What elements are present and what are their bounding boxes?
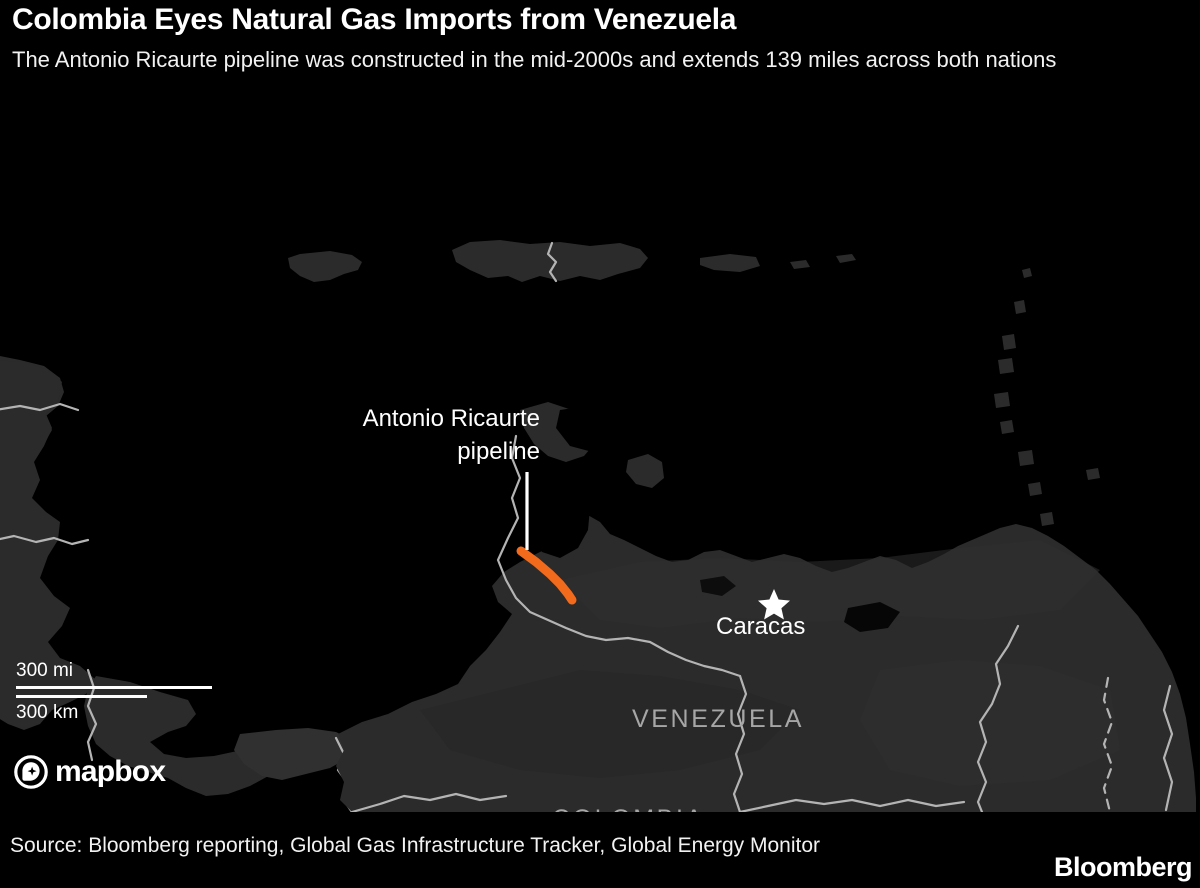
border-honduras-nicaragua <box>0 402 80 412</box>
page-title: Colombia Eyes Natural Gas Imports from V… <box>12 3 737 36</box>
mapbox-logo-icon <box>14 755 48 789</box>
island-jamaica <box>288 251 362 282</box>
border-venezuela-guyana <box>976 624 1020 812</box>
page-subtitle: The Antonio Ricaurte pipeline was constr… <box>12 47 1057 72</box>
lake-maracaibo <box>530 482 590 558</box>
island-islet-b <box>836 254 856 263</box>
peninsula-paraguana <box>626 454 664 488</box>
map-canvas[interactable]: .land { fill: #2b2b2b; } .land2 { fill: … <box>0 110 1200 812</box>
central-america <box>0 356 356 812</box>
caribbean-islands <box>288 240 856 283</box>
landmass-panama-east <box>234 728 356 780</box>
scalebar-miles-bar <box>16 686 212 689</box>
pipeline-antonio-ricaurte <box>516 546 577 605</box>
island-puerto-rico <box>700 254 760 272</box>
island-hispaniola <box>452 240 648 282</box>
border-costarica-panama <box>86 668 98 762</box>
header: Colombia Eyes Natural Gas Imports from V… <box>0 0 1200 110</box>
border-nicaragua-costarica <box>0 534 90 546</box>
footer: Source: Bloomberg reporting, Global Gas … <box>0 812 1200 888</box>
source-note: Source: Bloomberg reporting, Global Gas … <box>10 834 821 857</box>
border-colombia-venezuela <box>496 434 742 678</box>
border-guyana-suriname-disputed <box>1102 676 1114 812</box>
scalebar-km-label: 300 km <box>16 702 79 723</box>
pipeline-group <box>516 546 577 605</box>
map-graphic: .land { fill: #2b2b2b; } .land2 { fill: … <box>0 110 1200 812</box>
gulf-of-venezuela <box>556 404 660 454</box>
border-haiti-dominican <box>546 241 558 283</box>
border-suriname-frenchguiana <box>1162 684 1174 812</box>
mapbox-attribution[interactable]: mapbox <box>14 755 166 789</box>
star-icon <box>758 589 790 620</box>
border-colombia-venezuela-south <box>732 674 748 812</box>
landmass-honduras-nicaragua <box>0 360 96 730</box>
bloomberg-logo: Bloomberg <box>1053 852 1193 882</box>
mapbox-wordmark: mapbox <box>55 755 166 788</box>
island-islet-a <box>790 260 810 269</box>
scalebar-miles-label: 300 mi <box>16 660 74 681</box>
south-america <box>336 402 1196 812</box>
border-colombia-southwest <box>350 792 508 812</box>
map-scalebar: 300 mi 300 km <box>16 660 246 724</box>
lesser-antilles <box>994 268 1100 526</box>
border-colombia-brazil <box>738 798 966 812</box>
scalebar-km-bar <box>16 695 147 698</box>
